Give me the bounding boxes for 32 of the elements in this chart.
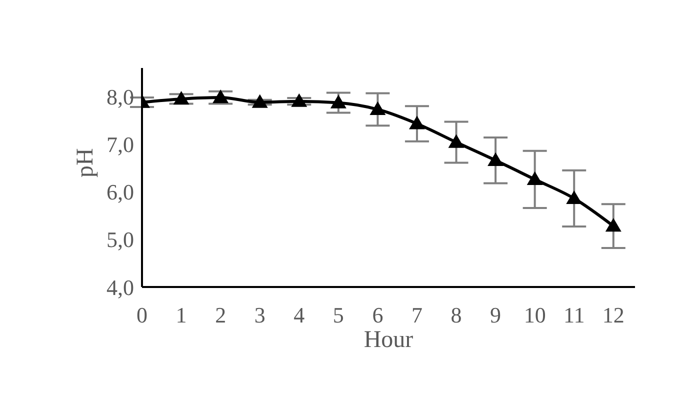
point: [408, 116, 425, 130]
y-tick-label: 6,0: [106, 180, 134, 205]
x-tick-label: 8: [450, 302, 462, 328]
point: [370, 101, 386, 116]
x-tick-label: 1: [176, 302, 187, 328]
x-tick-label: 7: [411, 302, 422, 328]
x-axis-title: Hour: [364, 327, 414, 353]
x-tick-label: 12: [602, 302, 624, 328]
x-tick-label: 10: [524, 302, 546, 328]
x-tick-label: 11: [564, 302, 585, 328]
y-tick-label: 5,0: [106, 227, 134, 252]
point: [252, 94, 268, 108]
x-tick-label: 6: [372, 302, 384, 328]
y-tick-label: 8,0: [106, 84, 134, 110]
point: [212, 90, 229, 104]
point: [566, 190, 582, 204]
point: [173, 90, 190, 105]
x-tick-label: 3: [254, 302, 266, 328]
point: [291, 93, 308, 107]
y-tick-label: 7,0: [106, 132, 134, 157]
x-tick-label: 2: [215, 302, 226, 328]
point: [448, 134, 464, 148]
point: [488, 152, 504, 166]
x-tick-label: 4: [294, 302, 305, 328]
point: [526, 171, 543, 186]
x-tick-label: 5: [332, 302, 344, 328]
y-tick-label: 4,0: [106, 274, 134, 300]
point: [330, 94, 346, 108]
x-tick-label: 0: [136, 302, 148, 328]
point: [605, 218, 622, 232]
x-tick-label: 9: [490, 302, 502, 328]
y-axis-title: pH: [72, 148, 99, 178]
